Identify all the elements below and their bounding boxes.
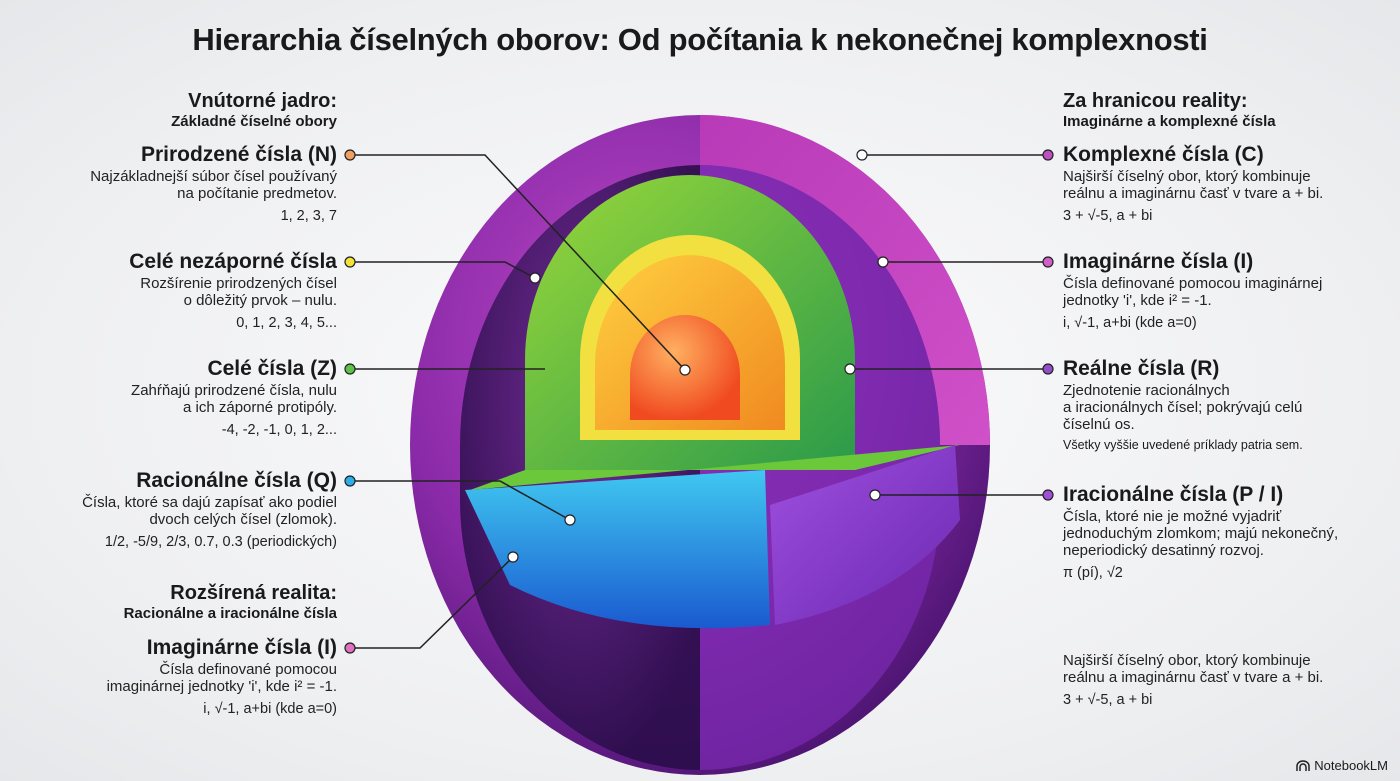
item-desc: dvoch celých čísel (zlomok). xyxy=(149,511,337,528)
item-integers: Celé čísla (Z) Zahŕňajú prirodzené čísla… xyxy=(131,356,337,439)
section-heading: Vnútorné jadro: xyxy=(188,90,337,112)
section-heading: Rozšírená realita: xyxy=(170,582,337,604)
item-heading: Imaginárne čísla (I) xyxy=(1063,250,1254,273)
dot-complex xyxy=(1042,149,1054,161)
green-floor xyxy=(470,445,960,490)
connector-rational xyxy=(355,480,571,521)
item-heading: Imaginárne čísla (I) xyxy=(146,636,337,659)
item-heading: Iracionálne čísla (P / I) xyxy=(1063,483,1284,506)
connector-whole xyxy=(355,261,536,279)
item-examples: π (pí), √2 xyxy=(1063,565,1123,581)
item-desc: Zahŕňajú prirodzené čísla, nulu xyxy=(131,382,337,399)
end-complex xyxy=(856,149,868,161)
item-examples: 3 + √-5, a + bi xyxy=(1063,692,1153,708)
item-natural: Prirodzené čísla (N) Najzákladnejší súbo… xyxy=(90,142,337,225)
item-heading: Racionálne čísla (Q) xyxy=(136,469,337,492)
page-title: Hierarchia číselných oborov: Od počítani… xyxy=(192,22,1208,57)
dot-real xyxy=(1042,363,1054,375)
item-note: Všetky vyššie uvedené príklady patria se… xyxy=(1063,438,1303,452)
item-desc: jednoduchým zlomkom; majú nekonečný, xyxy=(1063,525,1339,542)
connector-natural xyxy=(355,154,686,371)
end-natural xyxy=(679,364,691,376)
connector-dots xyxy=(344,149,1054,654)
extra-complex-note: Najširší číselný obor, ktorý kombinuje r… xyxy=(1063,652,1323,709)
item-whole: Celé nezáporné čísla Rozšírenie prirodze… xyxy=(129,249,337,332)
item-examples: 1, 2, 3, 7 xyxy=(280,208,337,224)
item-desc: Najširší číselný obor, ktorý kombinuje xyxy=(1063,652,1311,669)
item-imaginary-right: Imaginárne čísla (I) Čísla definované po… xyxy=(1063,249,1322,332)
blue-rational-slab xyxy=(465,470,770,629)
end-rational xyxy=(564,514,576,526)
item-desc: Čísla definované pomocou imaginárnej xyxy=(1063,275,1323,292)
item-examples: i, √-1, a+bi (kde a=0) xyxy=(1063,315,1197,331)
item-real: Reálne čísla (R) Zjednotenie racionálnyc… xyxy=(1063,356,1303,452)
logo-text: NotebookLM xyxy=(1314,758,1388,773)
item-desc: Najširší číselný obor, ktorý kombinuje xyxy=(1063,168,1311,185)
item-desc: Čísla, ktoré sa dajú zapísať ako podiel xyxy=(82,494,337,511)
purple-irrational-slab xyxy=(770,445,960,625)
item-desc: číselnú os. xyxy=(1063,416,1135,433)
connector-lines xyxy=(355,154,1045,649)
section-subheading: Racionálne a iracionálne čísla xyxy=(123,605,337,622)
end-imaginary-left xyxy=(507,551,519,563)
item-examples: i, √-1, a+bi (kde a=0) xyxy=(203,701,337,717)
item-desc: imaginárnej jednotky 'i', kde i² = -1. xyxy=(106,678,337,695)
item-desc: Zjednotenie racionálnych xyxy=(1063,382,1230,399)
item-complex: Komplexné čísla (C) Najširší číselný obo… xyxy=(1063,142,1323,225)
connector-imaginary-left xyxy=(355,556,514,649)
notebooklm-logo: NotebookLM xyxy=(1296,758,1388,773)
item-heading: Celé nezáporné čísla xyxy=(129,250,337,273)
item-desc: Rozšírenie prirodzených čísel xyxy=(140,275,337,292)
item-rational: Racionálne čísla (Q) Čísla, ktoré sa daj… xyxy=(82,468,337,551)
item-examples: 1/2, -5/9, 2/3, 0.7, 0.3 (periodických) xyxy=(104,534,337,550)
item-desc: reálnu a imaginárnu časť v tvare a + bi. xyxy=(1063,669,1324,686)
item-irrational: Iracionálne čísla (P / I) Čísla, ktoré n… xyxy=(1063,482,1338,582)
dot-natural xyxy=(344,149,356,161)
dot-rational xyxy=(344,475,356,487)
item-heading: Komplexné čísla (C) xyxy=(1063,143,1264,166)
end-irrational xyxy=(869,489,881,501)
notebooklm-icon xyxy=(1296,759,1311,771)
item-desc: na počítanie predmetov. xyxy=(177,185,337,202)
item-desc: reálnu a imaginárnu časť v tvare a + bi. xyxy=(1063,185,1324,202)
item-imaginary-left: Imaginárne čísla (I) Čísla definované po… xyxy=(107,635,337,718)
dot-imaginary-left xyxy=(344,642,356,654)
section-subheading: Imaginárne a komplexné čísla xyxy=(1063,113,1276,130)
item-desc: jednotky 'i', kde i² = -1. xyxy=(1063,292,1212,309)
section-extended-reality: Rozšírená realita: Racionálne a iracioná… xyxy=(124,582,337,624)
item-examples: 3 + √-5, a + bi xyxy=(1063,208,1153,224)
dot-imaginary-right xyxy=(1042,256,1054,268)
item-desc: a iracionálnych čísel; pokrývajú celú xyxy=(1063,399,1303,416)
end-real xyxy=(844,363,856,375)
section-inner-core: Vnútorné jadro: Základné číselné obory xyxy=(171,90,337,132)
end-imaginary-right xyxy=(877,256,889,268)
item-desc: o dôležitý prvok – nulu. xyxy=(183,292,337,309)
dot-irrational xyxy=(1042,489,1054,501)
item-examples: 0, 1, 2, 3, 4, 5... xyxy=(236,315,337,331)
section-heading: Za hranicou reality: xyxy=(1063,90,1248,112)
item-desc: Čísla definované pomocou xyxy=(159,661,337,678)
item-examples: -4, -2, -1, 0, 1, 2... xyxy=(221,422,337,438)
complex-shell-right xyxy=(700,115,990,445)
item-heading: Celé čísla (Z) xyxy=(207,357,337,380)
section-subheading: Základné číselné obory xyxy=(171,113,337,130)
dot-whole xyxy=(344,256,356,268)
item-desc: neperiodický desatinný rozvoj. xyxy=(1063,542,1264,559)
item-desc: a ich záporné protipóly. xyxy=(183,399,337,416)
item-heading: Prirodzené čísla (N) xyxy=(140,143,337,166)
item-desc: Najzákladnejší súbor čísel používaný xyxy=(90,168,337,185)
end-whole xyxy=(529,272,541,284)
section-beyond-reality: Za hranicou reality: Imaginárne a komple… xyxy=(1063,90,1276,132)
item-desc: Čísla, ktoré nie je možné vyjadriť xyxy=(1063,508,1282,525)
dot-integers xyxy=(344,363,356,375)
item-heading: Reálne čísla (R) xyxy=(1063,357,1220,380)
